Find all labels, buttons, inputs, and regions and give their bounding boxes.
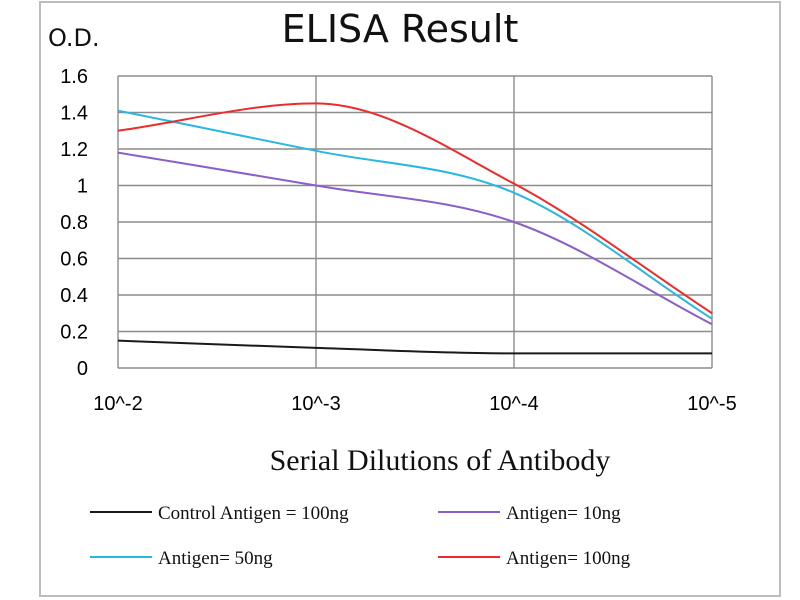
y-tick-label: 1 xyxy=(77,176,88,198)
y-tick-label: 0.8 xyxy=(60,212,88,234)
series-line-2 xyxy=(117,151,713,326)
legend: Control Antigen = 100ng Antigen= 10ng Anti… xyxy=(90,503,631,569)
series-line-3 xyxy=(117,109,713,320)
legend-label-2: Antigen= 10ng xyxy=(506,503,621,524)
legend-label-4: Antigen= 100ng xyxy=(506,548,631,569)
y-tick-label: 0.4 xyxy=(60,285,88,307)
legend-label-1: Control Antigen = 100ng xyxy=(158,503,349,524)
legend-label-3: Antigen= 50ng xyxy=(158,548,273,569)
y-axis-label: O.D. xyxy=(48,24,100,52)
x-tick-label: 10^-5 xyxy=(687,393,736,415)
grid-lines xyxy=(117,75,713,369)
series-line-4 xyxy=(117,102,713,315)
x-tick-labels: 10^-2 10^-3 10^-4 10^-5 xyxy=(93,393,736,415)
y-tick-label: 0 xyxy=(77,358,88,380)
y-tick-label: 0.2 xyxy=(60,322,88,344)
x-tick-label: 10^-2 xyxy=(93,393,142,415)
y-tick-label: 1.6 xyxy=(60,66,88,88)
x-tick-label: 10^-3 xyxy=(291,393,340,415)
chart-title: ELISA Result xyxy=(282,7,519,51)
series-line-1 xyxy=(117,339,712,355)
series-lines xyxy=(117,102,713,355)
chart-border xyxy=(39,1,781,597)
y-tick-label: 1.4 xyxy=(60,103,88,125)
y-tick-labels: 0 0.2 0.4 0.6 0.8 1 1.2 1.4 1.6 xyxy=(60,66,88,380)
x-axis-label: Serial Dilutions of Antibody xyxy=(270,444,611,477)
y-tick-label: 0.6 xyxy=(60,249,88,271)
y-tick-label: 1.2 xyxy=(60,139,88,161)
x-tick-label: 10^-4 xyxy=(489,393,538,415)
